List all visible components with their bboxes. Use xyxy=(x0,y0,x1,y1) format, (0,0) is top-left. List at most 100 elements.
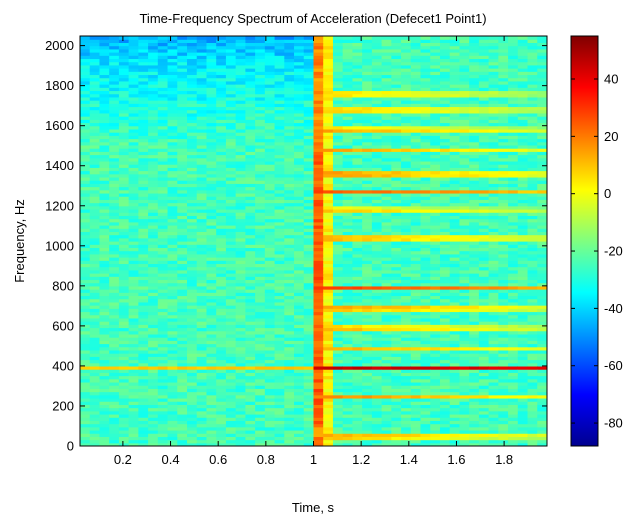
heatmap-cell xyxy=(177,141,188,146)
heatmap-cell xyxy=(420,218,431,223)
heatmap-cell xyxy=(303,205,315,210)
heatmap-cell xyxy=(109,231,120,236)
heatmap-cell xyxy=(313,423,324,428)
heatmap-cell xyxy=(148,330,159,335)
heatmap-cell xyxy=(206,36,217,40)
heatmap-cell xyxy=(313,228,324,232)
heatmap-cell xyxy=(235,353,246,357)
heatmap-cell xyxy=(118,244,130,248)
heatmap-cell xyxy=(109,45,120,50)
heatmap-cell xyxy=(206,279,217,284)
heatmap-cell xyxy=(99,218,110,223)
heatmap-cell xyxy=(216,295,227,300)
heatmap-cell xyxy=(264,205,276,210)
heatmap-cell xyxy=(313,68,324,72)
heatmap-cell xyxy=(352,119,363,124)
heatmap-cell xyxy=(284,346,295,351)
heatmap-cell xyxy=(148,333,159,338)
heatmap-cell xyxy=(157,394,169,399)
heatmap-cell xyxy=(225,93,237,98)
heatmap-cell xyxy=(118,228,130,232)
heatmap-cell xyxy=(430,413,441,418)
heatmap-cell xyxy=(313,397,324,402)
heatmap-cell xyxy=(362,244,373,248)
heatmap-cell xyxy=(391,103,402,108)
heatmap-cell xyxy=(196,234,208,239)
heatmap-cell xyxy=(303,426,315,431)
heatmap-cell xyxy=(80,212,91,216)
heatmap-cell xyxy=(332,439,344,444)
heatmap-cell xyxy=(187,80,198,85)
heatmap-cell xyxy=(410,260,422,265)
heatmap-cell xyxy=(362,391,373,396)
heatmap-cell xyxy=(128,273,139,277)
heatmap-cell xyxy=(303,353,315,357)
heatmap-cell xyxy=(313,241,324,245)
heatmap-cell xyxy=(148,119,159,124)
heatmap-cell xyxy=(235,196,246,200)
heatmap-cell xyxy=(371,314,383,319)
heatmap-cell xyxy=(225,321,237,325)
heatmap-cell xyxy=(303,52,315,56)
heatmap-cell xyxy=(420,77,431,82)
heatmap-cell xyxy=(323,369,334,373)
heatmap-cell xyxy=(342,221,354,226)
heatmap-cell xyxy=(439,410,451,415)
heatmap-cell xyxy=(439,119,451,124)
heatmap-cell xyxy=(264,74,276,79)
heatmap-cell xyxy=(80,170,91,175)
heatmap-cell xyxy=(420,308,431,313)
heatmap-cell xyxy=(245,202,256,207)
heatmap-cell xyxy=(255,385,266,389)
heatmap-cell xyxy=(332,42,344,47)
heatmap-cell xyxy=(401,45,412,50)
heatmap-cell xyxy=(439,106,451,111)
heatmap-cell xyxy=(255,404,266,409)
heatmap-cell xyxy=(177,257,188,261)
heatmap-cell xyxy=(439,369,451,373)
heatmap-cell xyxy=(245,103,256,108)
heatmap-cell xyxy=(80,372,91,377)
heatmap-cell xyxy=(391,90,402,95)
heatmap-cell xyxy=(294,340,305,345)
heatmap-cell xyxy=(401,397,412,402)
heatmap-cell xyxy=(187,55,198,60)
heatmap-cell xyxy=(138,109,149,114)
heatmap-cell xyxy=(128,202,139,207)
heatmap-cell xyxy=(342,228,354,232)
heatmap-cell xyxy=(235,160,246,165)
heatmap-cell xyxy=(138,385,149,389)
heatmap-cell xyxy=(332,186,344,191)
heatmap-cell xyxy=(196,401,208,405)
heatmap-cell xyxy=(313,77,324,82)
heatmap-cell xyxy=(430,231,441,236)
heatmap-cell xyxy=(80,186,91,191)
heatmap-cell xyxy=(235,176,246,181)
heatmap-cell xyxy=(381,314,392,319)
heatmap-cell xyxy=(294,135,305,140)
heatmap-cell xyxy=(80,253,91,258)
heatmap-cell xyxy=(362,324,373,329)
heatmap-cell xyxy=(235,442,246,446)
heatmap-cell xyxy=(274,138,285,143)
heatmap-cell xyxy=(80,359,91,364)
heatmap-cell xyxy=(235,103,246,108)
heatmap-cell xyxy=(352,439,363,444)
heatmap-cell xyxy=(410,68,422,72)
heatmap-cell xyxy=(332,285,344,290)
heatmap-cell xyxy=(313,103,324,108)
heatmap-cell xyxy=(235,116,246,120)
heatmap-cell xyxy=(391,125,402,130)
heatmap-cell xyxy=(303,144,315,149)
heatmap-cell xyxy=(371,394,383,399)
heatmap-cell xyxy=(109,276,120,281)
heatmap-cell xyxy=(187,305,198,309)
heatmap-cell xyxy=(371,125,383,130)
heatmap-cell xyxy=(371,397,383,402)
heatmap-cell xyxy=(420,333,431,338)
heatmap-cell xyxy=(80,420,91,425)
heatmap-cell xyxy=(362,55,373,60)
heatmap-cell xyxy=(332,266,344,271)
heatmap-cell xyxy=(235,356,246,361)
heatmap-cell xyxy=(352,295,363,300)
